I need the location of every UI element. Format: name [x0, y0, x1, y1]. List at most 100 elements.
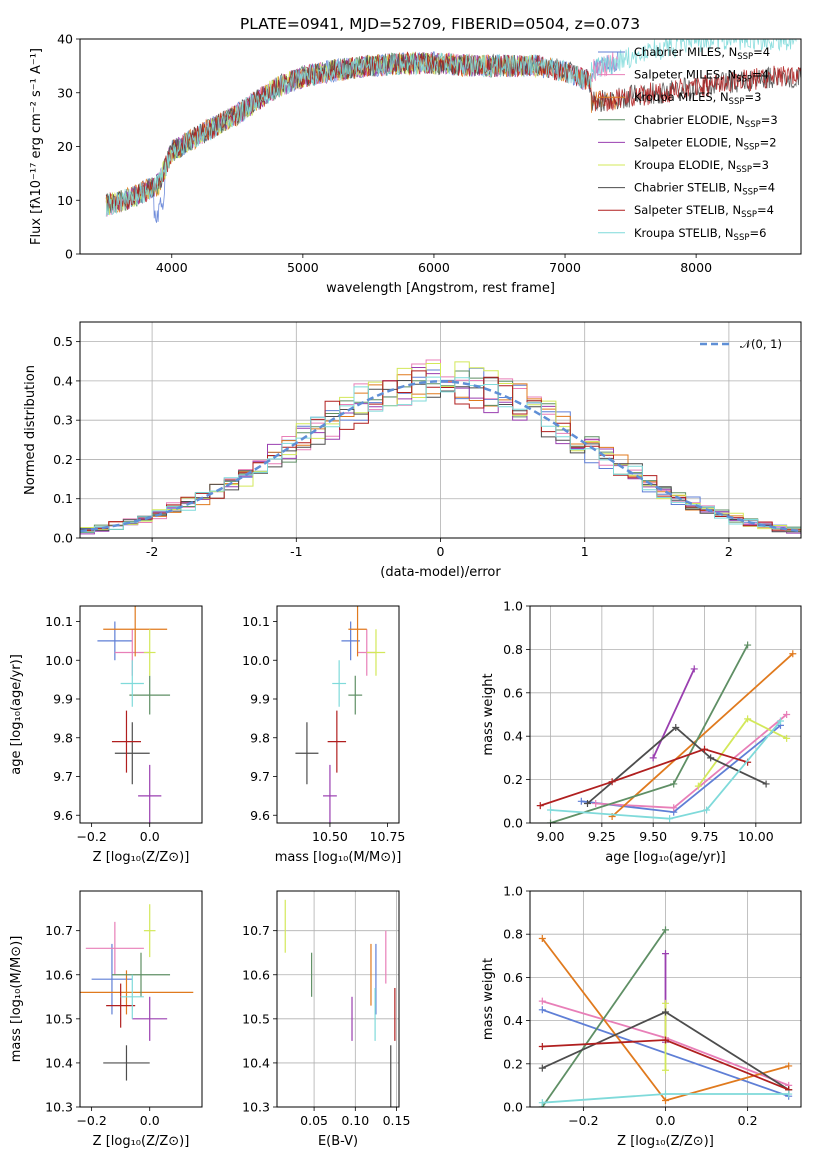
x-tick-label: 0: [437, 544, 445, 559]
errorbar-point: [327, 710, 347, 773]
plot-area: [295, 606, 386, 823]
legend-entry: Salpeter MILES, NSSP=4: [634, 68, 769, 85]
spectrum-line: [105, 51, 801, 212]
grid-lines: [277, 891, 399, 1108]
plot-area: [80, 359, 801, 535]
x-axis-label: Z [log₁₀(Z/Z⊙)]: [93, 850, 190, 865]
panel-mass_vs_EBV: 0.05 0.10 0.15 10.3 10.4 10.5 10.6 10.7 E(B-V): [242, 890, 411, 1149]
mass-weight-marker: [789, 650, 797, 658]
panel-massweight_vs_age: 9.00 9.25 9.50 9.75 10.00 0.0 0.2 0.4 0.6 0.8 1.0 a…: [481, 599, 802, 865]
y-tick-label: 9.9: [250, 692, 270, 707]
panel-spectrum: 4000 5000 6000 7000 8000 0 10 20 30 40 wavelength …: [29, 32, 802, 296]
errorbar-point: [106, 983, 136, 1028]
y-tick-label: 10.1: [45, 614, 73, 629]
y-tick-label: 20: [57, 139, 73, 154]
y-tick-label: 0: [65, 247, 73, 262]
mass-weight-marker: [703, 806, 711, 814]
y-tick-label: 0.3: [53, 413, 73, 428]
x-tick-label: 9.25: [588, 829, 616, 844]
mass-weight-marker: [694, 782, 702, 790]
errorbar-point: [132, 996, 168, 1041]
mass-weight-line: [652, 668, 696, 759]
legend-name: Chabrier ELODIE, N: [634, 113, 745, 127]
y-tick-label: 0.8: [503, 642, 523, 657]
mass-weight-marker: [577, 797, 585, 805]
mass-weight-marker: [538, 1064, 546, 1072]
legend-suffix: =4: [752, 68, 769, 82]
axes-overlay: -2 -1 0 1 2 0.0 0.1 0.2 0.3 0.4 0.5 (data-model)/er…: [23, 321, 802, 580]
mass-weight-line: [550, 720, 782, 820]
axes-overlay: 10.50 10.75 9.6 9.7 9.8 9.9 10.0 10.1 mass [log₁…: [242, 605, 406, 865]
mass-weight-marker: [538, 1006, 546, 1014]
legend-subscript: SSP: [734, 233, 750, 243]
axes-overlay: 4000 5000 6000 7000 8000 0 10 20 30 40 wavelength …: [29, 32, 802, 296]
mass-weight-marker: [666, 815, 674, 823]
x-tick-label: 0.05: [300, 1113, 328, 1128]
mass-weight-marker: [785, 1062, 793, 1070]
legend-name: Salpeter ELODIE, N: [634, 135, 744, 149]
legend-subscript: SSP: [729, 97, 745, 107]
axes-overlay: 9.00 9.25 9.50 9.75 10.00 0.0 0.2 0.4 0.6 0.8 1.0 a…: [481, 599, 802, 865]
plot-area: [284, 899, 396, 1107]
errorbar-point: [129, 675, 171, 715]
y-axis-label: mass [log₁₀(M/M⊙)]: [9, 936, 24, 1063]
axes-frame: [276, 605, 400, 824]
x-axis-label: E(B-V): [318, 1134, 358, 1149]
legend-subscript: SSP: [736, 75, 752, 85]
y-tick-label: 10.0: [242, 653, 270, 668]
legend-subscript: SSP: [741, 210, 757, 220]
x-tick-label: 0.0: [140, 829, 160, 844]
y-tick-label: 0.2: [503, 1056, 523, 1071]
errorbar-point: [348, 675, 363, 715]
legend-name: Salpeter MILES, N: [634, 68, 736, 82]
mass-weight-marker: [707, 754, 715, 762]
x-axis-label: (data-model)/error: [380, 565, 501, 580]
mass-weight-line: [541, 929, 667, 1107]
mass-weight-marker: [538, 1043, 546, 1051]
x-tick-label: 6000: [418, 260, 450, 275]
y-tick-label: 10.7: [242, 923, 270, 938]
errorbar-point: [295, 722, 319, 785]
y-tick-label: 10.6: [45, 967, 73, 982]
y-tick-label: 0.4: [53, 373, 73, 388]
figure-title: PLATE=0941, MJD=52709, FIBERID=0504, z=0…: [240, 15, 640, 33]
mass-weight-marker: [662, 1008, 669, 1016]
y-tick-label: 10.4: [242, 1055, 270, 1070]
x-tick-label: −0.2: [568, 1113, 598, 1128]
errorbar-point: [348, 606, 367, 657]
y-tick-label: 10.5: [242, 1011, 270, 1026]
mass-weight-marker: [649, 754, 657, 762]
legend-suffix: =2: [760, 135, 777, 149]
mass-weight-marker: [690, 665, 698, 673]
x-axis-label: wavelength [Angstrom, rest frame]: [326, 281, 555, 296]
x-tick-label: 0.2: [738, 1113, 758, 1128]
plot-area: [97, 606, 171, 823]
y-tick-label: 10.3: [242, 1100, 270, 1115]
x-tick-label: 10.75: [370, 829, 406, 844]
mass-weight-marker: [662, 1066, 669, 1074]
axes-overlay: −0.2 0.0 0.2 0.0 0.2 0.4 0.6 0.8 1.0 Z [log₁₀(Z/Z…: [481, 884, 802, 1149]
legend-entry: Chabrier STELIB, NSSP=4: [634, 181, 775, 198]
legend-subscript: SSP: [744, 142, 760, 152]
x-tick-label: 9.50: [639, 829, 667, 844]
axes-overlay: −0.2 0.0 9.6 9.7 9.8 9.9 10.0 10.1 Z [log₁₀(Z/Z⊙…: [9, 605, 203, 865]
y-tick-label: 10: [57, 193, 73, 208]
errorbar-point: [114, 722, 150, 785]
legend-suffix: =3: [752, 158, 769, 172]
legend-entry: Salpeter ELODIE, NSSP=2: [634, 135, 777, 152]
legend-suffix: =3: [744, 90, 761, 104]
y-tick-label: 0.6: [503, 685, 523, 700]
mass-weight-marker: [547, 819, 555, 823]
x-tick-label: 0.15: [383, 1113, 411, 1128]
mass-weight-marker: [662, 926, 669, 934]
y-tick-label: 40: [57, 32, 73, 47]
y-tick-label: 0.0: [503, 816, 523, 831]
residual-histogram: [80, 376, 801, 533]
plot-area: [80, 904, 194, 1081]
spectrum-line: [105, 52, 801, 214]
mass-weight-line: [540, 748, 748, 807]
y-tick-label: 9.7: [250, 769, 270, 784]
mass-weight-marker: [536, 802, 544, 810]
legend-name: Chabrier MILES, N: [634, 45, 737, 59]
